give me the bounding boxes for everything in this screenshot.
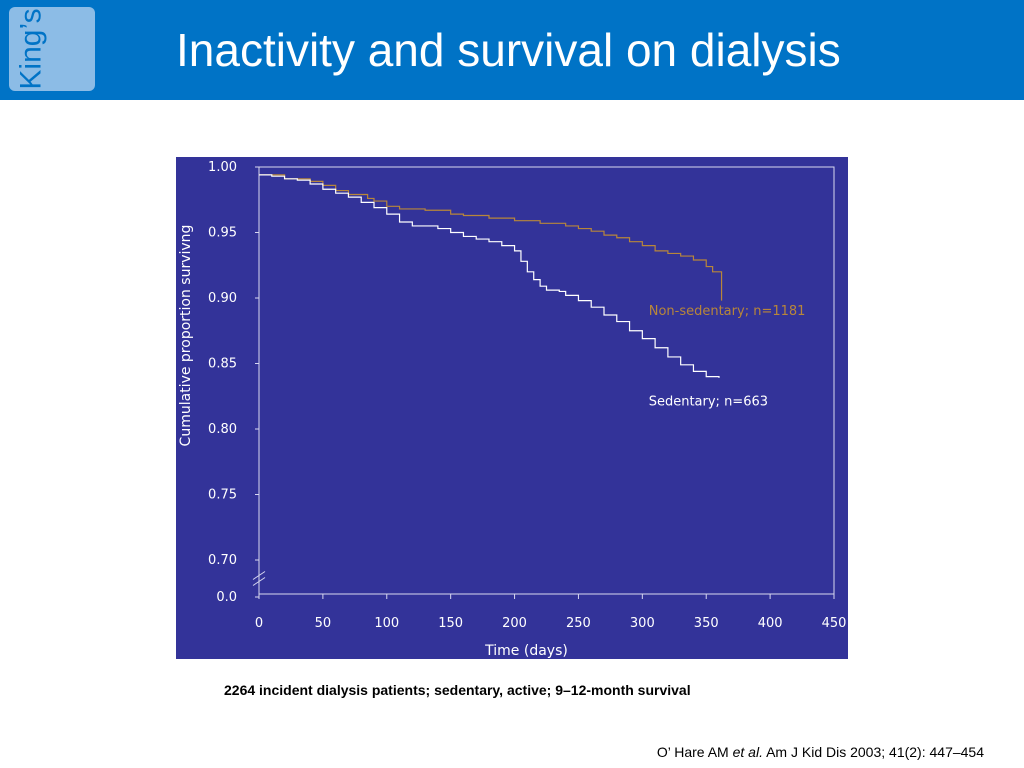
y-tick-label: 0.0: [216, 590, 237, 605]
y-tick-label: 0.70: [208, 553, 237, 568]
y-tick-label: 0.90: [208, 291, 237, 306]
plot-frame: [258, 166, 835, 594]
x-tick-label: 150: [438, 616, 463, 631]
x-tick-label: 350: [694, 616, 719, 631]
non-sedentary-curve: [259, 174, 723, 301]
citation: O’ Hare AM et al. Am J Kid Dis 2003; 41(…: [657, 744, 984, 760]
logo-text: King’s: [15, 8, 49, 90]
caption: 2264 incident dialysis patients; sedenta…: [224, 682, 691, 698]
axis-break-mark: [252, 571, 266, 580]
x-tick-label: 450: [822, 616, 847, 631]
x-tick-label: 250: [566, 616, 591, 631]
x-axis-label: Time (days): [484, 643, 568, 659]
y-tick-label: 1.00: [208, 160, 237, 175]
header-bar: King’s Inactivity and survival on dialys…: [0, 0, 1024, 100]
sedentary-curve: [259, 174, 720, 378]
citation-author: O’ Hare AM: [656, 744, 729, 760]
x-tick-label: 100: [374, 616, 399, 631]
chart-svg: 1.00 0.95 0.90 0.85 0.80 0.75 0.70 0.0 0 50 100 150…: [176, 157, 848, 659]
x-tick-label: 200: [502, 616, 527, 631]
y-tick-label: 0.75: [208, 488, 237, 503]
survival-chart: 1.00 0.95 0.90 0.85 0.80 0.75 0.70 0.0 0 50 100 150…: [176, 157, 848, 659]
y-tick-label: 0.85: [208, 357, 237, 372]
citation-rest: Am J Kid Dis 2003; 41(2): 447–454: [766, 744, 984, 760]
x-tick-label: 0: [255, 616, 263, 631]
axis-break-mark: [252, 577, 266, 586]
x-tick-label: 50: [315, 616, 332, 631]
chart-background: [176, 157, 848, 659]
y-tick-label: 0.95: [208, 226, 237, 241]
citation-etal: et al.: [732, 744, 763, 760]
x-tick-label: 400: [758, 616, 783, 631]
non-sedentary-label: Non-sedentary; n=1181: [649, 304, 806, 319]
sedentary-label: Sedentary; n=663: [649, 394, 768, 409]
x-tick-label: 300: [630, 616, 655, 631]
y-tick-label: 0.80: [208, 422, 237, 437]
y-axis-label: Cumulative proportion survivng: [178, 225, 194, 447]
kings-logo: King’s: [9, 7, 95, 91]
slide-title: Inactivity and survival on dialysis: [176, 24, 841, 76]
